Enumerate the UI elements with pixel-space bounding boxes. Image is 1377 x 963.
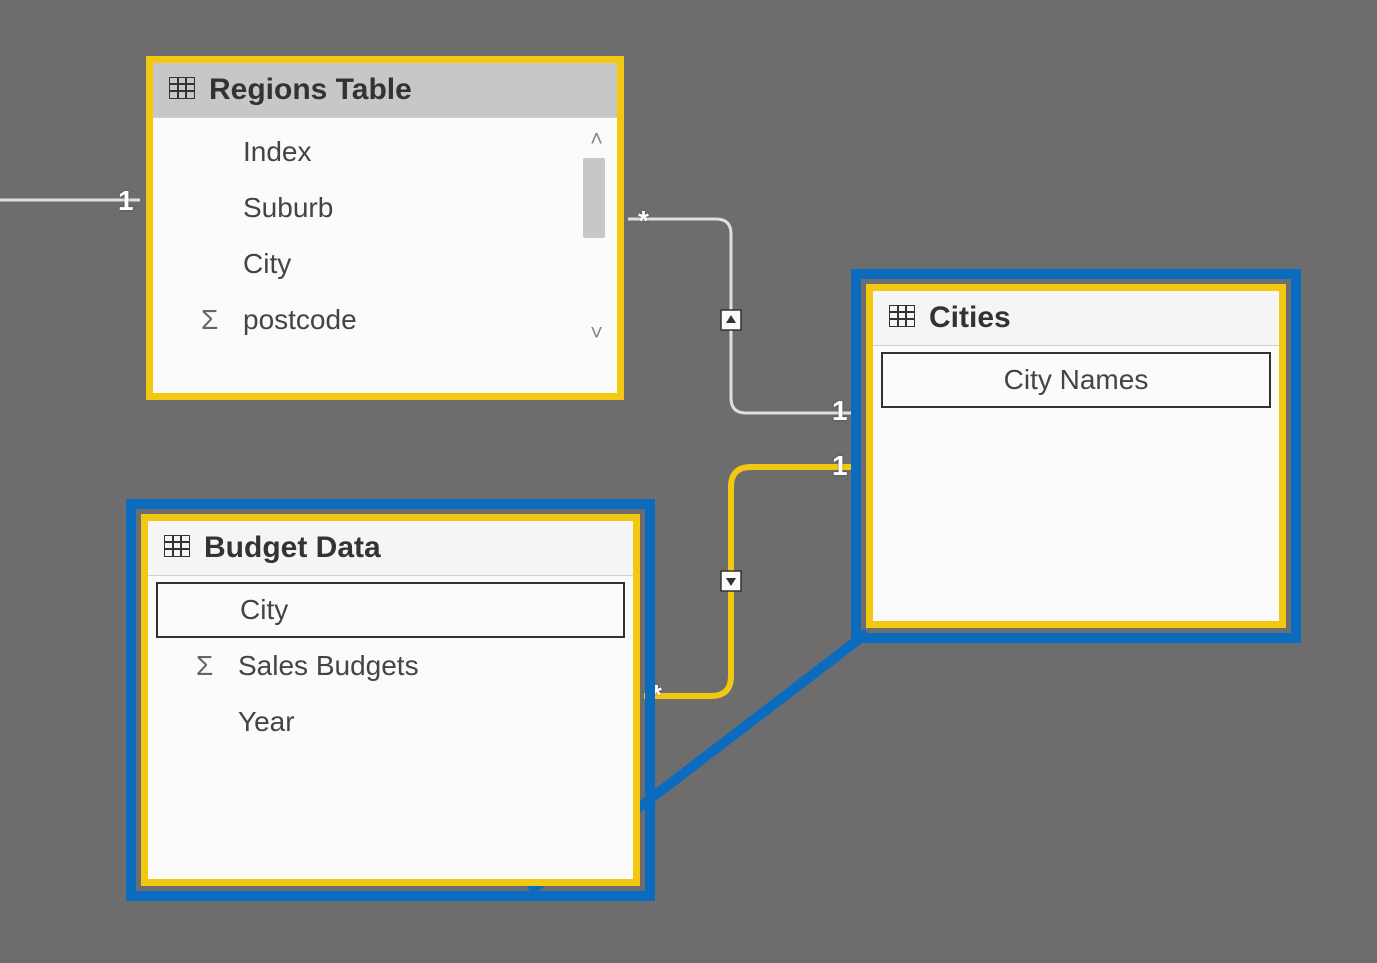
field-row[interactable]: Σ Sales Budgets <box>148 638 633 694</box>
field-row[interactable]: City <box>153 236 617 292</box>
field-label: Year <box>238 706 295 738</box>
table-header-cities[interactable]: Cities <box>873 291 1279 346</box>
field-row-selected[interactable]: City Names <box>881 352 1271 408</box>
field-list-cities: City Names <box>873 346 1279 414</box>
table-title: Budget Data <box>204 531 381 565</box>
field-label: City <box>243 248 291 280</box>
field-label: Suburb <box>243 192 333 224</box>
field-label: postcode <box>243 304 357 336</box>
cardinality-label: 1 <box>118 185 134 217</box>
table-header-budget[interactable]: Budget Data <box>148 521 633 576</box>
chevron-up-icon[interactable]: ˄ <box>590 126 603 152</box>
table-title: Regions Table <box>209 73 412 107</box>
field-row[interactable]: Suburb <box>153 180 617 236</box>
field-row[interactable]: Index <box>153 124 617 180</box>
relationship-line[interactable] <box>628 219 856 413</box>
field-label: Sales Budgets <box>238 650 419 682</box>
sigma-icon: Σ <box>201 304 218 336</box>
diagram-canvas[interactable]: Regions Table Index Suburb City Σ postco… <box>0 0 1377 963</box>
cardinality-label: * <box>638 205 649 237</box>
field-label: Index <box>243 136 312 168</box>
table-cities[interactable]: Cities City Names <box>866 284 1286 628</box>
field-row[interactable]: Year <box>148 694 633 750</box>
table-title: Cities <box>929 301 1011 335</box>
field-list-regions: Index Suburb City Σ postcode ˄ ˅ <box>153 118 617 354</box>
field-label: City <box>240 594 288 626</box>
table-header-regions[interactable]: Regions Table <box>153 63 617 118</box>
table-budget[interactable]: Budget Data City Σ Sales Budgets Year <box>141 514 640 886</box>
scrollbar-thumb[interactable] <box>583 158 605 238</box>
field-row[interactable]: Σ postcode <box>153 292 617 348</box>
sigma-icon: Σ <box>196 650 213 682</box>
field-row-selected[interactable]: City <box>156 582 625 638</box>
cardinality-label: * <box>651 679 662 711</box>
filter-direction-icon <box>721 310 741 330</box>
relationship-line[interactable] <box>644 467 856 696</box>
table-icon <box>889 301 915 335</box>
cardinality-label: 1 <box>832 395 848 427</box>
field-list-budget: City Σ Sales Budgets Year <box>148 576 633 756</box>
filter-direction-icon <box>721 571 741 591</box>
table-icon <box>169 73 195 107</box>
field-label: City Names <box>1004 364 1149 396</box>
table-icon <box>164 531 190 565</box>
chevron-down-icon[interactable]: ˅ <box>590 320 603 346</box>
table-regions[interactable]: Regions Table Index Suburb City Σ postco… <box>146 56 624 400</box>
cardinality-label: 1 <box>832 450 848 482</box>
